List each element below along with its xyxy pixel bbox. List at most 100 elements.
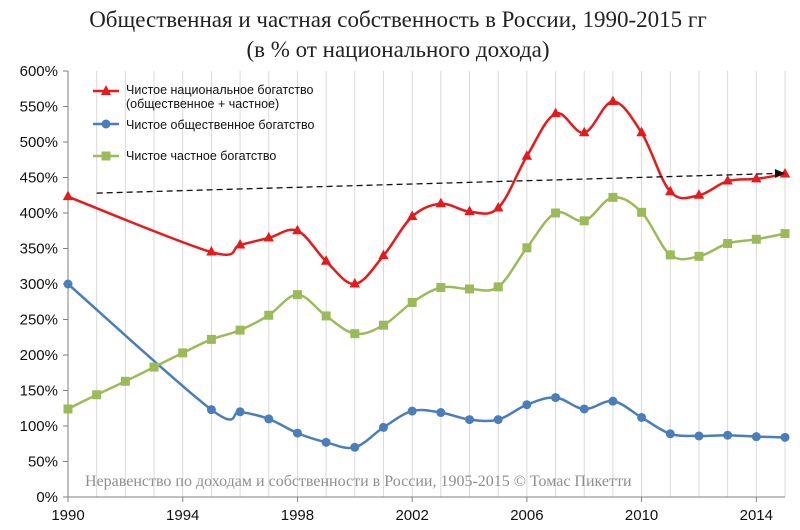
y-tick-label: 400% xyxy=(20,205,58,222)
y-tick-label: 500% xyxy=(20,134,58,151)
data-point-public xyxy=(665,429,675,439)
series-line-public xyxy=(67,283,786,450)
data-point-public xyxy=(436,408,446,418)
data-point-national xyxy=(435,197,447,208)
y-tick-label: 0% xyxy=(36,489,58,506)
data-point-public xyxy=(522,400,532,410)
data-point-national xyxy=(722,175,733,185)
x-tick-label: 2006 xyxy=(510,507,543,524)
data-point-public xyxy=(551,393,561,403)
x-tick-label: 1990 xyxy=(51,507,84,524)
data-point-public xyxy=(694,431,704,441)
data-point-national xyxy=(234,238,246,249)
series-private xyxy=(63,192,790,414)
data-point-public xyxy=(751,432,761,442)
data-point-national xyxy=(464,205,475,216)
trend-arrow xyxy=(96,169,785,194)
data-point-national xyxy=(62,190,74,201)
y-tick-label: 350% xyxy=(20,241,58,258)
y-tick-label: 300% xyxy=(20,276,58,293)
data-point-public xyxy=(350,442,360,452)
legend-label-public: Чистое общественное богатство xyxy=(126,118,314,132)
chart-subtitle: (в % от национального дохода) xyxy=(246,37,549,62)
legend-item-public: Чистое общественное богатство xyxy=(93,118,314,132)
data-point-private xyxy=(120,376,130,386)
chart-title: Общественная и частная собственность в Р… xyxy=(89,7,707,32)
data-point-private xyxy=(436,283,446,293)
data-point-private xyxy=(551,208,561,218)
data-point-private xyxy=(206,334,216,344)
data-point-public xyxy=(63,279,73,289)
y-tick-label: 50% xyxy=(28,454,58,471)
data-point-private xyxy=(608,192,618,202)
legend-label-national: Чистое национальное богатство xyxy=(126,83,314,97)
data-point-public xyxy=(723,430,733,440)
data-point-private xyxy=(665,250,675,260)
y-tick-label: 600% xyxy=(20,63,58,80)
legend-label-private: Чистое частное богатство xyxy=(126,149,276,163)
data-point-private xyxy=(92,390,102,400)
data-point-private xyxy=(149,362,159,372)
data-point-private xyxy=(407,297,417,307)
data-point-national xyxy=(206,246,217,256)
data-point-private xyxy=(465,284,475,294)
data-point-public xyxy=(378,422,388,432)
data-point-national xyxy=(292,224,303,235)
legend-label-national-line2: (общественное + частное) xyxy=(126,97,279,111)
data-point-private xyxy=(637,207,647,217)
data-point-national xyxy=(751,172,762,183)
legend-marker-private xyxy=(101,151,111,161)
data-point-national xyxy=(579,126,590,137)
x-tick-label: 2002 xyxy=(395,507,428,524)
data-point-private xyxy=(522,243,532,253)
data-point-national xyxy=(636,126,647,137)
trend-arrow-head xyxy=(774,169,785,179)
legend-marker-national xyxy=(101,85,111,95)
data-point-national xyxy=(550,107,561,118)
y-tick-label: 450% xyxy=(20,170,58,187)
x-tick-label: 1994 xyxy=(166,507,199,524)
data-point-public xyxy=(321,437,331,447)
data-point-public xyxy=(780,432,790,442)
data-point-national xyxy=(320,255,332,265)
data-point-private xyxy=(751,234,761,244)
data-point-national xyxy=(349,278,360,288)
data-point-public xyxy=(235,407,245,417)
series-public xyxy=(63,279,790,452)
x-axis-ticks: 1990 1994 1998 2002 2006 2010 2014 xyxy=(51,497,773,524)
legend-item-national: Чистое национальное богатство (обществен… xyxy=(93,83,314,111)
data-point-national xyxy=(378,249,389,260)
data-point-national xyxy=(779,167,791,178)
data-point-private xyxy=(63,404,73,414)
data-point-public xyxy=(206,405,216,415)
axes xyxy=(67,71,785,498)
data-point-private xyxy=(235,325,245,335)
y-tick-label: 150% xyxy=(20,383,58,400)
data-point-public xyxy=(264,414,274,424)
data-point-private xyxy=(723,239,733,249)
data-point-public xyxy=(608,396,618,406)
y-tick-label: 250% xyxy=(20,312,58,329)
trend-arrow-line xyxy=(96,172,776,194)
x-tick-label: 1998 xyxy=(281,507,314,524)
data-point-national xyxy=(521,150,533,160)
data-point-private xyxy=(579,216,589,226)
data-point-national xyxy=(693,189,705,199)
y-tick-label: 200% xyxy=(20,347,58,364)
data-point-national xyxy=(493,202,504,212)
x-tick-label: 2014 xyxy=(740,507,773,524)
y-tick-label: 550% xyxy=(20,99,58,116)
data-point-public xyxy=(637,412,647,422)
series-layer xyxy=(62,95,791,452)
data-point-private xyxy=(350,329,360,339)
data-point-national xyxy=(263,231,274,242)
data-point-national xyxy=(607,95,619,106)
legend-marker-public xyxy=(101,119,111,129)
series-national xyxy=(62,95,791,288)
data-point-public xyxy=(292,428,302,438)
data-point-private xyxy=(178,348,188,358)
legend-item-private: Чистое частное богатство xyxy=(93,149,276,163)
legend: Чистое национальное богатство (обществен… xyxy=(93,83,314,163)
data-point-national xyxy=(406,210,418,221)
